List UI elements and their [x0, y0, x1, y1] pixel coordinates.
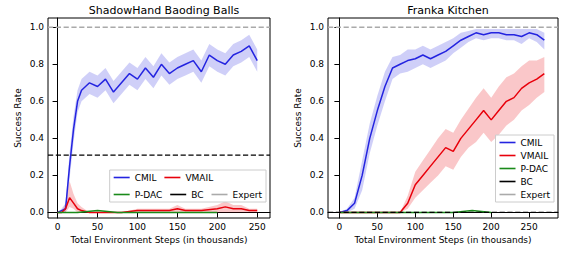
svg-text:1.0: 1.0: [30, 22, 45, 32]
svg-text:150: 150: [169, 222, 186, 232]
svg-text:0.6: 0.6: [30, 96, 45, 106]
svg-text:0.4: 0.4: [30, 133, 45, 143]
svg-text:0.0: 0.0: [30, 207, 45, 217]
svg-text:ShadowHand Baoding Balls: ShadowHand Baoding Balls: [89, 4, 240, 17]
svg-text:VMAIL: VMAIL: [185, 173, 213, 183]
svg-text:0.0: 0.0: [310, 207, 325, 217]
svg-text:CMIL: CMIL: [521, 138, 543, 148]
svg-text:150: 150: [445, 222, 462, 232]
svg-text:Success Rate: Success Rate: [293, 88, 303, 148]
svg-text:VMAIL: VMAIL: [521, 151, 549, 161]
svg-text:0.2: 0.2: [30, 170, 44, 180]
svg-text:BC: BC: [191, 190, 203, 200]
svg-text:P-DAC: P-DAC: [521, 164, 549, 174]
svg-text:P-DAC: P-DAC: [135, 190, 163, 200]
svg-text:Total Environment Steps (in th: Total Environment Steps (in thousands): [353, 235, 531, 245]
svg-text:Success Rate: Success Rate: [13, 88, 23, 148]
svg-text:Expert: Expert: [233, 190, 263, 200]
svg-text:Expert: Expert: [521, 190, 551, 200]
svg-text:0.6: 0.6: [310, 96, 325, 106]
svg-text:0: 0: [337, 222, 343, 232]
svg-text:200: 200: [483, 222, 500, 232]
svg-text:250: 250: [521, 222, 538, 232]
svg-text:0.8: 0.8: [310, 59, 325, 69]
svg-text:CMIL: CMIL: [135, 173, 157, 183]
svg-text:100: 100: [407, 222, 424, 232]
svg-text:Total Environment Steps (in th: Total Environment Steps (in thousands): [69, 235, 247, 245]
svg-text:50: 50: [92, 222, 104, 232]
svg-text:0.2: 0.2: [310, 170, 324, 180]
svg-text:0.4: 0.4: [310, 133, 325, 143]
svg-text:0: 0: [55, 222, 61, 232]
svg-text:100: 100: [129, 222, 146, 232]
svg-text:0.8: 0.8: [30, 59, 45, 69]
svg-text:Franka Kitchen: Franka Kitchen: [407, 4, 489, 17]
svg-text:50: 50: [372, 222, 384, 232]
svg-text:1.0: 1.0: [310, 22, 325, 32]
svg-text:BC: BC: [521, 177, 533, 187]
svg-text:200: 200: [209, 222, 226, 232]
svg-text:250: 250: [249, 222, 266, 232]
